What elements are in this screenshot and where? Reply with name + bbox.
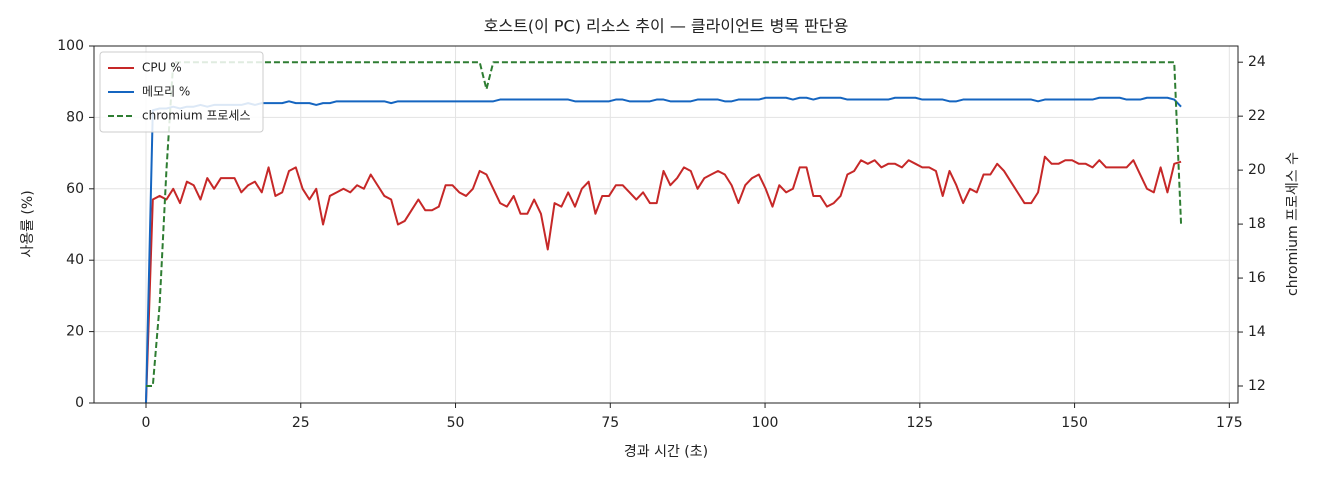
x-tick-label: 125	[906, 415, 933, 431]
y-tick-label: 60	[66, 181, 84, 197]
legend-label: CPU %	[142, 61, 182, 75]
x-axis-label: 경과 시간 (초)	[624, 444, 708, 460]
legend: CPU % 메모리 % chromium 프로세스	[99, 51, 264, 133]
legend-label: 메모리 %	[142, 85, 190, 99]
y-tick-label: 40	[66, 252, 84, 268]
series-line	[146, 61, 1183, 387]
y-tick-label: 0	[75, 395, 84, 411]
y2-tick-label: 16	[1248, 270, 1266, 286]
legend-label: chromium 프로세스	[142, 109, 251, 123]
x-tick-label: 0	[142, 415, 151, 431]
series-line	[145, 96, 1182, 404]
y2-tick-label: 22	[1248, 108, 1266, 124]
y2-axis-label: chromium 프로세스 수	[1285, 152, 1301, 296]
x-tick-label: 150	[1061, 415, 1088, 431]
x-tick-label: 75	[601, 415, 619, 431]
x-tick-label: 50	[447, 415, 465, 431]
series-line	[145, 155, 1182, 404]
y2-tick-label: 12	[1248, 378, 1266, 394]
y-tick-label: 20	[66, 324, 84, 340]
chart-title: 호스트(이 PC) 리소스 추이 — 클라이언트 병목 판단용	[484, 17, 849, 36]
y2-tick-label: 14	[1248, 324, 1266, 340]
plot-frame	[93, 45, 1239, 404]
y-axis-label: 사용률 (%)	[20, 190, 36, 257]
y2-tick-label: 24	[1248, 54, 1266, 70]
y2-tick-label: 20	[1248, 162, 1266, 178]
x-tick-label: 100	[752, 415, 779, 431]
y2-tick-label: 18	[1248, 216, 1266, 232]
x-tick-label: 175	[1216, 415, 1243, 431]
y-tick-label: 100	[57, 38, 84, 54]
x-tick-label: 25	[292, 415, 310, 431]
y-tick-label: 80	[66, 109, 84, 125]
legend-box	[99, 51, 264, 133]
